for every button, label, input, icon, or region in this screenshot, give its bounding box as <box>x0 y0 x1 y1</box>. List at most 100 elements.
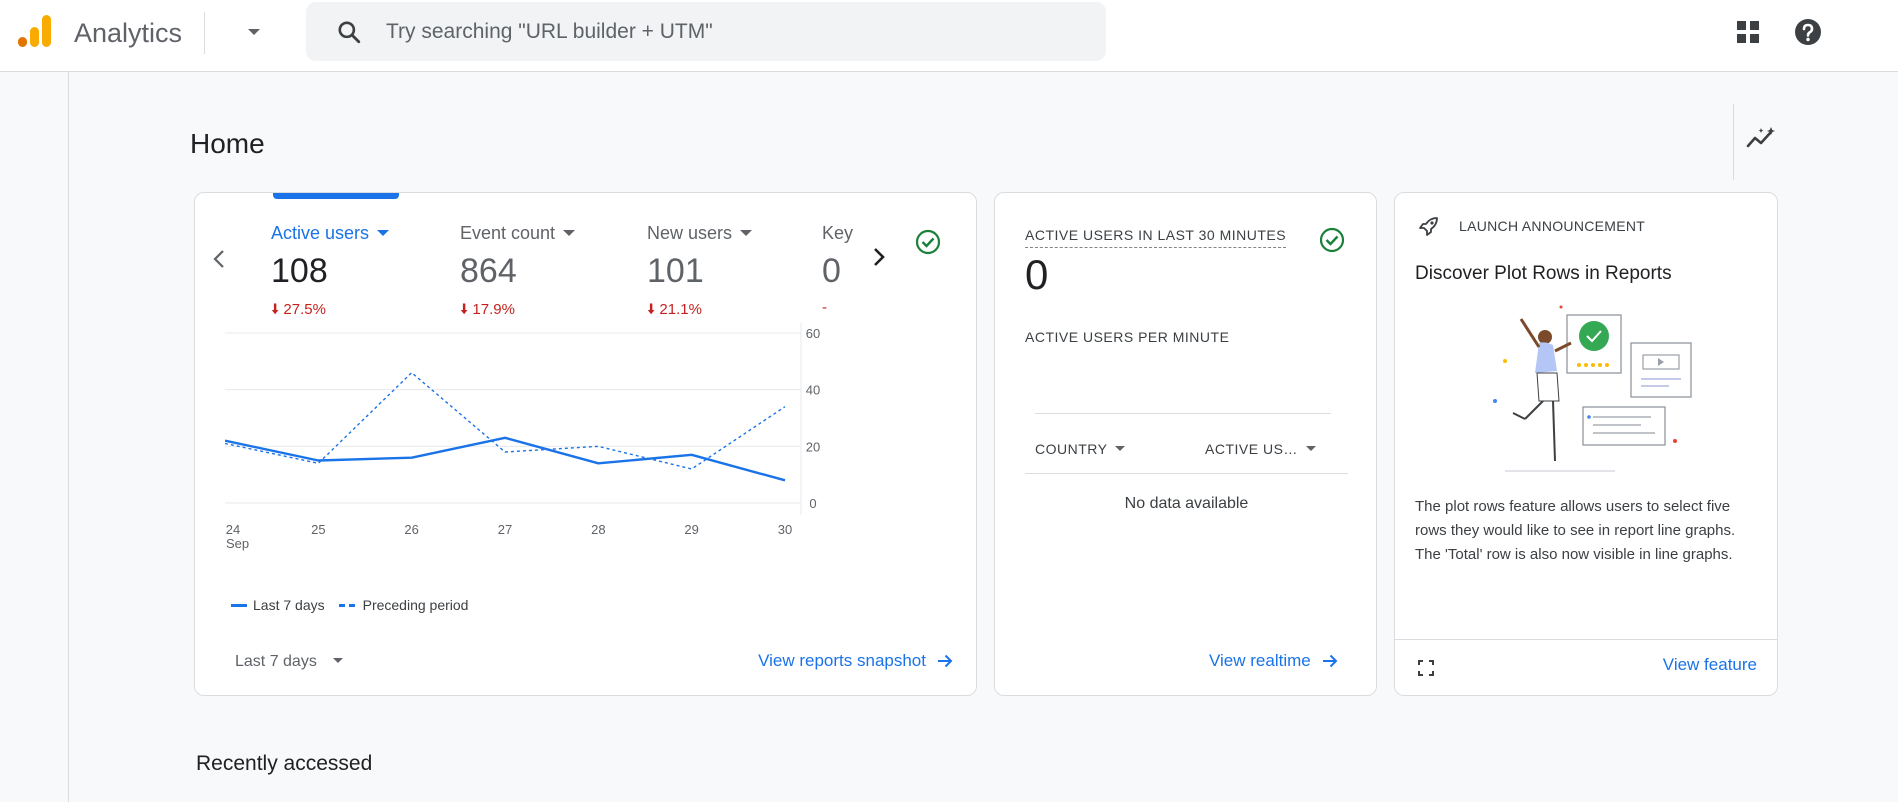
help-icon[interactable] <box>1794 18 1822 46</box>
check-circle-icon[interactable] <box>911 225 945 259</box>
metric-label: New users <box>647 223 733 243</box>
column-label: ACTIVE US… <box>1205 441 1298 457</box>
apps-grid-icon[interactable] <box>1736 20 1760 44</box>
right-divider <box>1733 104 1734 180</box>
view-feature-link[interactable]: View feature <box>1663 655 1757 675</box>
link-label: View reports snapshot <box>758 651 926 670</box>
date-range-value: Last 7 days <box>235 653 317 670</box>
selected-metric-indicator <box>273 193 399 199</box>
x-tick-label: 24 <box>226 522 240 537</box>
search-placeholder: Try searching "URL builder + UTM" <box>386 20 713 43</box>
chevron-right-icon[interactable] <box>869 245 889 269</box>
y-tick-label: 40 <box>806 383 820 398</box>
arrow-down-icon: 🠫 <box>647 301 656 318</box>
announcement-body: The plot rows feature allows users to se… <box>1415 498 1736 563</box>
recently-accessed-heading: Recently accessed <box>196 752 373 775</box>
caret-down-icon <box>1305 446 1316 451</box>
metric-label: Key <box>822 223 854 243</box>
card-divider <box>1395 639 1777 640</box>
date-range-select[interactable]: Last 7 days <box>235 653 343 671</box>
country-column-header[interactable]: COUNTRY <box>1035 441 1126 457</box>
per-minute-chart-baseline <box>1035 413 1331 414</box>
metric-value: 864 <box>460 252 517 290</box>
metric-label: Event count <box>460 223 556 243</box>
page-title: Home <box>190 128 265 159</box>
x-tick-label: 25 <box>311 522 325 537</box>
analytics-logo-icon[interactable] <box>16 13 54 51</box>
legend-label: Last 7 days <box>253 597 325 613</box>
caret-down-icon <box>563 230 576 236</box>
series-line-preceding-period <box>225 371 786 470</box>
metric-change-value: 17.9% <box>472 301 515 318</box>
arrow-down-icon: 🠫 <box>460 301 469 318</box>
chart-legend: Last 7 days Preceding period <box>231 597 468 613</box>
view-realtime-link[interactable]: View realtime <box>1209 651 1339 671</box>
rocket-icon <box>1419 217 1438 236</box>
metric-change-value: 21.1% <box>659 301 702 318</box>
line-chart: 0 20 40 60 24 25 26 27 28 29 30 Sep <box>225 323 820 551</box>
search-bar[interactable]: Try searching "URL builder + UTM" <box>306 2 1106 61</box>
arrow-right-icon <box>938 654 953 668</box>
metric-change-value: 27.5% <box>283 301 326 318</box>
x-tick-label: 27 <box>498 522 512 537</box>
metric-value: 108 <box>271 252 328 290</box>
x-tick-label: 29 <box>684 522 698 537</box>
left-nav-rail <box>68 72 69 802</box>
arrow-down-icon: 🠫 <box>271 301 280 318</box>
y-tick-label: 20 <box>806 439 820 454</box>
view-reports-snapshot-link[interactable]: View reports snapshot <box>758 651 954 671</box>
metric-change: 🠫 17.9% <box>460 299 575 324</box>
header-divider <box>204 12 205 54</box>
x-tick-label: 26 <box>404 522 418 537</box>
fullscreen-icon[interactable] <box>1417 659 1435 677</box>
overview-card: Active users 108 🠫 27.5% Event count 864… <box>194 192 977 696</box>
active-users-column-header[interactable]: ACTIVE US… <box>1205 441 1316 457</box>
metric-label: Active users <box>271 223 370 243</box>
x-tick-label: 28 <box>591 522 605 537</box>
metric-value: 0 <box>822 252 841 290</box>
per-minute-label: ACTIVE USERS PER MINUTE <box>1025 329 1230 345</box>
metric-new-users[interactable]: New users 101 🠫 21.1% <box>647 223 753 324</box>
realtime-card: ACTIVE USERS IN LAST 30 MINUTES 0 ACTIVE… <box>994 192 1377 696</box>
link-label: View feature <box>1662 655 1757 674</box>
realtime-title[interactable]: ACTIVE USERS IN LAST 30 MINUTES <box>1025 227 1287 248</box>
legend-dash-swatch <box>338 603 357 607</box>
arrow-right-icon <box>1322 654 1338 668</box>
table-divider <box>1025 473 1348 474</box>
metric-active-users[interactable]: Active users 108 🠫 27.5% <box>271 223 390 324</box>
legend-label: Preceding period <box>362 597 469 613</box>
metric-change: - <box>822 299 827 316</box>
empty-state-text: No data available <box>1124 495 1249 512</box>
account-dropdown-icon[interactable] <box>236 22 272 42</box>
caret-down-icon <box>332 658 343 663</box>
legend-item-current: Last 7 days <box>231 597 325 613</box>
legend-item-previous: Preceding period <box>338 597 469 613</box>
chevron-left-icon[interactable] <box>209 247 229 271</box>
metric-change: 🠫 21.1% <box>647 299 752 324</box>
legend-solid-swatch <box>231 603 247 607</box>
x-tick-sublabel: Sep <box>226 536 249 551</box>
app-name: Analytics <box>74 18 183 48</box>
metric-change: 🠫 27.5% <box>271 299 389 324</box>
metric-key-events[interactable]: Key 0 - <box>822 223 858 316</box>
x-tick-label: 30 <box>778 522 792 537</box>
series-line-last-7-days <box>225 436 786 482</box>
plot-rows-illustration <box>1493 305 1692 472</box>
metric-value: 101 <box>647 252 704 290</box>
realtime-value: 0 <box>1025 251 1049 298</box>
metric-event-count[interactable]: Event count 864 🠫 17.9% <box>460 223 576 324</box>
announcement-eyebrow: LAUNCH ANNOUNCEMENT <box>1459 218 1646 234</box>
insights-icon[interactable] <box>1746 126 1776 152</box>
search-icon <box>338 21 361 44</box>
caret-down-icon <box>740 230 753 236</box>
y-tick-label: 60 <box>806 326 820 341</box>
caret-down-icon <box>1115 446 1126 451</box>
top-bar: Analytics Try searching "URL builder + U… <box>0 0 1898 72</box>
check-circle-icon[interactable] <box>1315 223 1349 257</box>
link-label: View realtime <box>1209 651 1311 670</box>
y-tick-label: 0 <box>809 496 816 511</box>
announcement-card: LAUNCH ANNOUNCEMENT Discover Plot Rows i… <box>1394 192 1778 696</box>
caret-down-icon <box>377 230 390 236</box>
announcement-title: Discover Plot Rows in Reports <box>1415 263 1672 284</box>
column-label: COUNTRY <box>1035 441 1108 457</box>
